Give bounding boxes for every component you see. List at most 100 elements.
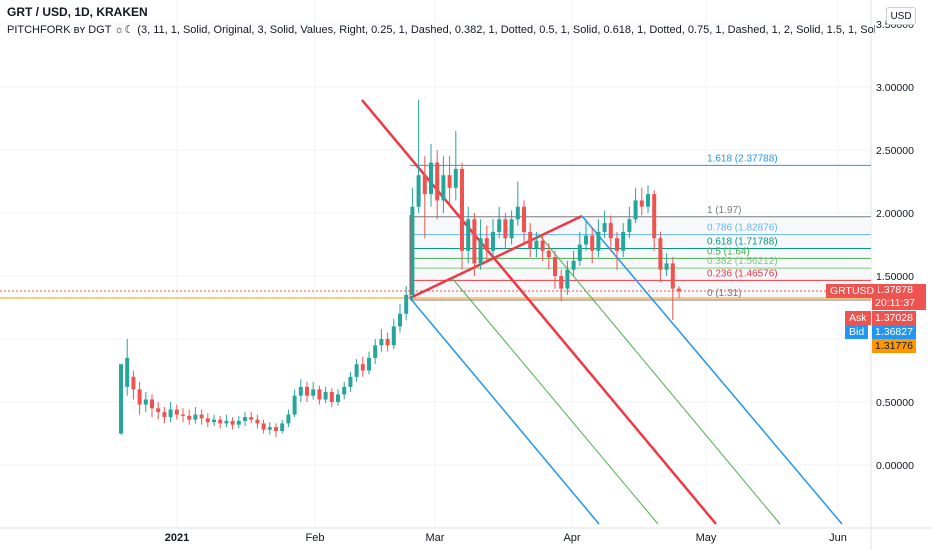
candle-body <box>664 263 669 270</box>
candle-body <box>435 162 440 201</box>
candle-up <box>627 206 632 239</box>
candle-up <box>404 286 409 321</box>
candle-body <box>323 391 328 400</box>
fib-level-label: 0.382 (1.56212) <box>707 256 778 267</box>
candle-down <box>422 156 427 239</box>
candle-down <box>162 407 167 424</box>
fib-level-label: 0.236 (1.46576) <box>707 268 778 279</box>
candle-body <box>652 194 657 239</box>
candle-up <box>534 231 539 258</box>
candle-body <box>342 386 347 395</box>
candle-down <box>305 381 309 402</box>
candle-body <box>218 419 223 424</box>
candle-body <box>354 364 359 377</box>
indicator-legend[interactable]: PITCHFORK ʙʏ DGT ☼☾ (3, 11, 1, Solid, Or… <box>7 24 875 36</box>
candle-body <box>546 250 551 258</box>
candle-body <box>230 420 235 425</box>
candle-up <box>621 223 626 258</box>
candle-body <box>243 417 247 421</box>
candle-up <box>429 143 433 207</box>
candle-down <box>317 385 322 405</box>
candle-body <box>280 423 285 431</box>
candle-up <box>367 351 371 375</box>
symbol-title[interactable]: GRT / USD, 1D, KRAKEN <box>7 5 148 19</box>
horizontal-line-price-tag: 1.31776 <box>872 339 916 353</box>
candle-up <box>410 187 415 302</box>
candle-down <box>360 356 365 377</box>
pitchfork-inner-line <box>451 277 659 525</box>
candle-body <box>633 200 638 220</box>
candle-body <box>646 194 650 207</box>
candle-down <box>528 223 533 258</box>
candle-down <box>150 394 154 418</box>
price-axis-label: 2.50000 <box>876 145 914 157</box>
candle-body <box>255 419 260 424</box>
candle-up <box>646 185 650 213</box>
candle-body <box>590 235 595 251</box>
candle-body <box>317 389 322 400</box>
candle-body <box>391 326 396 346</box>
candle-down <box>677 286 681 299</box>
time-axis-label: 2021 <box>165 532 189 544</box>
candle-up <box>373 339 378 365</box>
candle-down <box>156 402 161 420</box>
candle-up <box>577 231 582 266</box>
candle-down <box>181 408 185 423</box>
last-price-tag: 1.37878 20:11:37 <box>872 284 926 310</box>
candle-body <box>137 389 142 405</box>
price-axis-label: 3.00000 <box>876 82 914 94</box>
candle-body <box>491 231 495 251</box>
candle-body <box>261 423 266 430</box>
candle-up <box>243 412 247 426</box>
candle-up <box>379 328 384 352</box>
candle-down <box>546 243 551 270</box>
candle-body <box>119 364 123 434</box>
candle-body <box>267 427 272 430</box>
candle-body <box>249 417 254 420</box>
candle-body <box>125 357 130 387</box>
candle-body <box>429 162 433 195</box>
candle-down <box>385 332 390 352</box>
candle-body <box>453 168 458 188</box>
fib-level-label: 0 (1.31) <box>707 288 741 299</box>
candle-up <box>466 206 471 264</box>
candle-body <box>360 364 365 371</box>
candle-down <box>658 231 663 283</box>
candle-body <box>497 219 502 232</box>
candle-body <box>205 418 210 423</box>
candle-up <box>280 419 285 434</box>
candle-up <box>584 219 588 251</box>
time-axis-label: Feb <box>306 532 325 544</box>
candle-up <box>416 99 421 213</box>
candle-down <box>261 419 266 434</box>
candle-up <box>323 386 328 404</box>
candle-up <box>125 339 130 396</box>
candle-body <box>131 376 136 390</box>
candle-down <box>329 388 334 408</box>
time-axis-label: Jun <box>829 532 847 544</box>
candle-body <box>187 415 192 420</box>
price-axis-label: 0.00000 <box>876 460 914 472</box>
candle-body <box>608 223 613 239</box>
candle-body <box>224 420 229 424</box>
candle-body <box>143 399 148 405</box>
candle-body <box>168 409 173 418</box>
candle-body <box>540 240 545 251</box>
candle-up <box>311 381 316 400</box>
fib-level-label: 0.5 (1.64) <box>707 246 750 257</box>
candle-up <box>491 219 495 258</box>
candle-body <box>292 395 297 415</box>
candle-body <box>199 414 204 419</box>
candle-up <box>565 260 570 295</box>
candle-body <box>193 414 198 420</box>
candle-up <box>298 379 303 402</box>
currency-button[interactable]: USD <box>886 7 916 25</box>
candle-down <box>447 156 452 207</box>
candle-body <box>329 391 334 402</box>
candle-body <box>670 263 675 289</box>
price-axis-label: 0.50000 <box>876 397 914 409</box>
candle-up <box>193 407 198 424</box>
candle-body <box>621 231 626 251</box>
